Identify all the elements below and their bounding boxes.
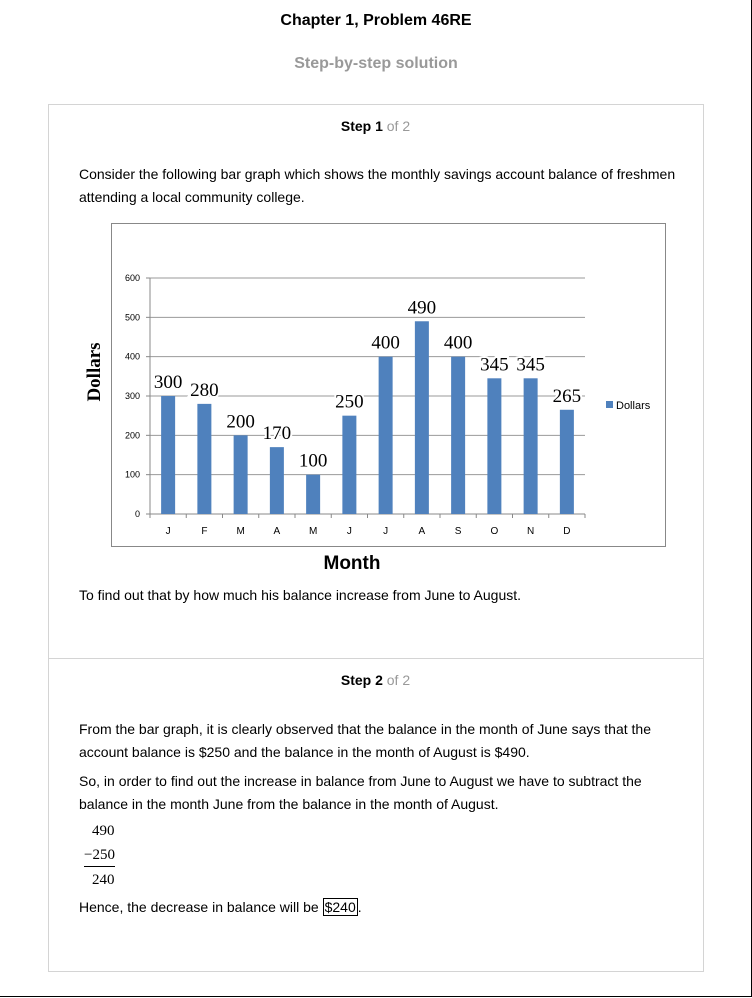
- bar: [269, 447, 284, 514]
- page-title: Chapter 1, Problem 46RE: [280, 12, 472, 29]
- step2-conclusion: Hence, the decrease in balance will be $…: [79, 896, 679, 919]
- x-tick-label: D: [563, 526, 570, 537]
- bar: [161, 396, 176, 514]
- step1-intro: Consider the following bar graph which s…: [79, 166, 676, 205]
- calc-minuend: 490: [92, 823, 115, 839]
- step1-question: To find out that by how much his balance…: [79, 587, 522, 603]
- x-tick-label: A: [419, 526, 426, 537]
- x-tick-label: A: [274, 526, 281, 537]
- x-tick-label: M: [236, 526, 244, 537]
- step1-label: Step 1: [340, 118, 383, 134]
- conclusion-text: Hence, the decrease in balance will be: [79, 899, 319, 915]
- bar: [233, 435, 248, 514]
- step-divider: [48, 658, 703, 659]
- bar: [451, 356, 466, 514]
- calc-subtrahend: −250: [84, 847, 115, 867]
- data-label: 250: [335, 392, 364, 413]
- answer-box: $240: [322, 898, 358, 916]
- x-tick-label: S: [455, 526, 462, 537]
- chart-data-labels: 300 280 200 170 100 250 400 490 400 345 345 265: [152, 295, 583, 473]
- x-tick-label: J: [383, 526, 388, 537]
- data-label: 345: [480, 354, 509, 375]
- bar: [487, 378, 502, 514]
- x-tick-label: N: [527, 526, 534, 537]
- chart-y-ticks: 0 100 200 300 400 500 600: [125, 273, 140, 519]
- page-subtitle: Step-by-step solution: [294, 55, 458, 72]
- bar: [378, 356, 393, 514]
- step2-heading: Step 2 of 2: [48, 672, 703, 688]
- bar-chart: 0 100 200 300 400 500 600 300 280 200 170 100 250 40…: [84, 223, 666, 574]
- x-tick-label: O: [490, 526, 498, 537]
- y-tick-label: 600: [125, 273, 140, 283]
- y-tick-label: 200: [125, 430, 140, 440]
- chart-x-axis-label: Month: [324, 553, 381, 574]
- data-label: 490: [408, 297, 437, 318]
- step2-paragraph-1: From the bar graph, it is clearly observ…: [79, 721, 651, 760]
- y-tick-label: 400: [125, 352, 140, 362]
- bar: [523, 378, 538, 514]
- x-tick-label: J: [166, 526, 171, 537]
- data-label: 200: [226, 411, 255, 432]
- data-label: 100: [299, 451, 328, 472]
- step1-of: of 2: [386, 118, 411, 134]
- y-tick-label: 0: [135, 509, 140, 519]
- data-label: 280: [190, 380, 219, 401]
- bar: [342, 415, 357, 514]
- chart-legend-swatch: [606, 401, 613, 408]
- y-tick-label: 100: [125, 470, 140, 480]
- y-tick-label: 500: [125, 312, 140, 322]
- data-label: 400: [444, 333, 473, 354]
- data-label: 265: [553, 386, 582, 407]
- data-label: 300: [154, 372, 183, 393]
- step2-label: Step 2: [340, 672, 383, 688]
- x-tick-label: J: [347, 526, 352, 537]
- chart-legend-label: Dollars: [616, 400, 651, 412]
- data-label: 170: [263, 423, 292, 444]
- x-tick-label: F: [201, 526, 207, 537]
- step2-paragraph-2: So, in order to find out the increase in…: [79, 773, 642, 812]
- bar: [559, 409, 574, 514]
- bar: [197, 403, 212, 514]
- bar: [306, 474, 321, 514]
- bar: [414, 321, 429, 514]
- step2-of: of 2: [386, 672, 411, 688]
- data-label: 345: [516, 354, 545, 375]
- data-label: 400: [371, 333, 400, 354]
- y-tick-label: 300: [125, 391, 140, 401]
- bar-chart-svg: 0 100 200 300 400 500 600 300 280 200 170 100 250 40…: [84, 273, 651, 574]
- calc-result: 240: [92, 872, 115, 888]
- chart-bars: [161, 321, 574, 514]
- solution-box: [48, 104, 704, 972]
- conclusion-period: .: [357, 899, 362, 915]
- step1-heading: Step 1 of 2: [48, 118, 703, 134]
- x-tick-label: M: [309, 526, 317, 537]
- chart-y-axis-label: Dollars: [84, 342, 105, 401]
